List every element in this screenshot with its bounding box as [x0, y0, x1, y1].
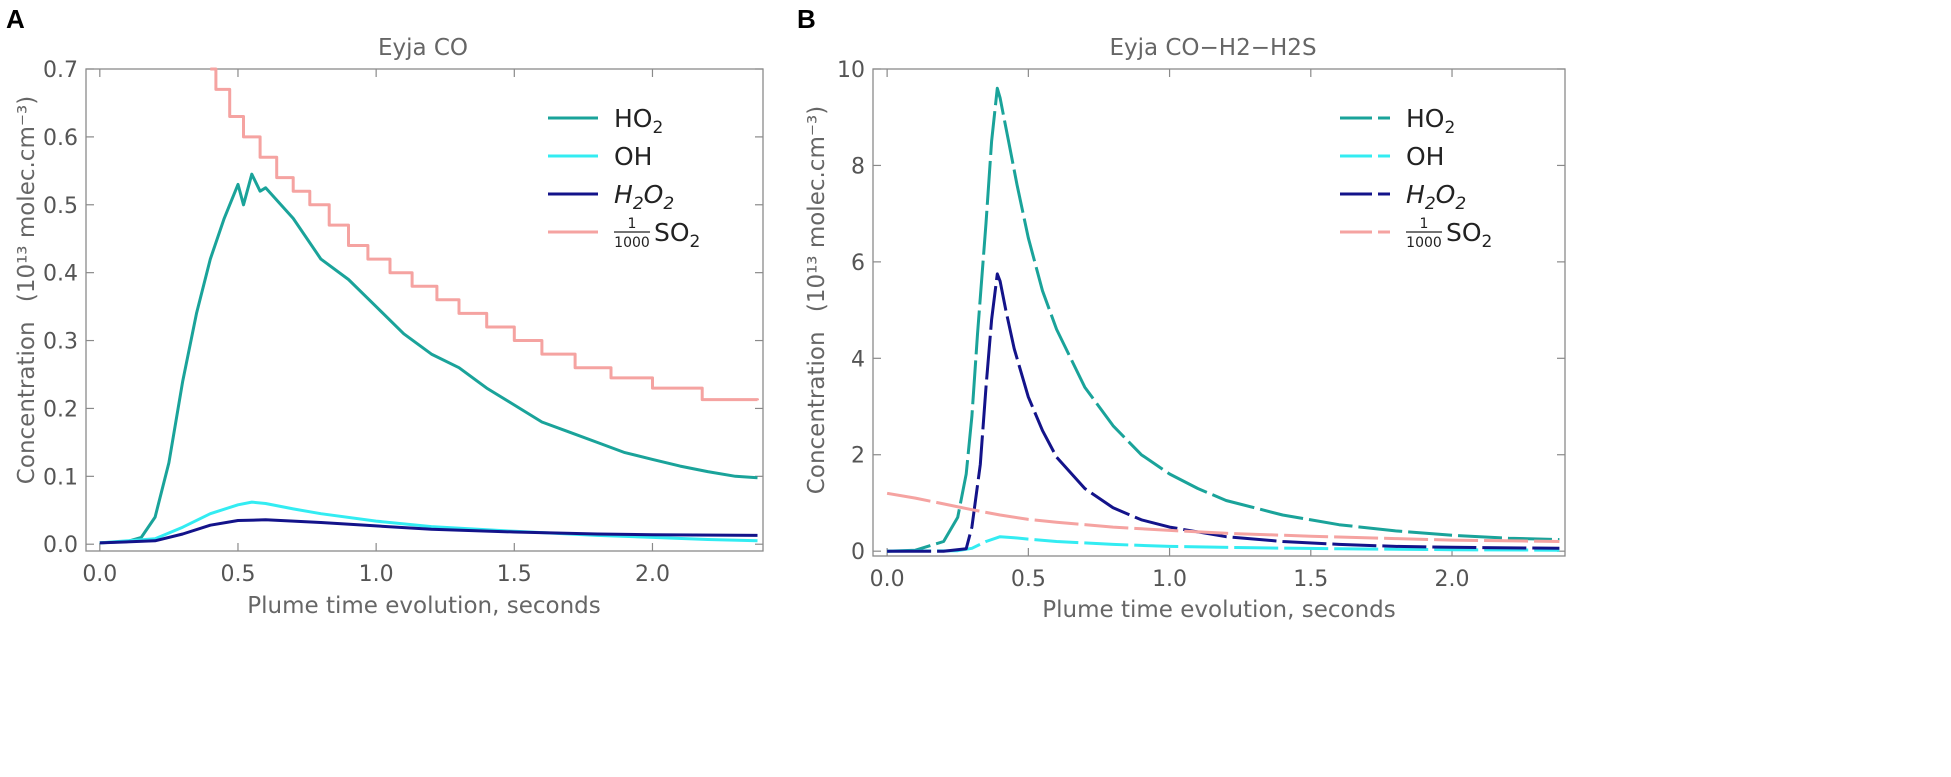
- panel-b-legend-label-sub: 2: [1425, 194, 1436, 214]
- panel-a-legend-label: SO2: [654, 218, 700, 252]
- panel-b-series-1: [887, 535, 1560, 553]
- panel-a-x-ticks: 0.0 0.5 1.0 1.5 2.0: [82, 69, 670, 587]
- panel-b-y-tick-label: 6: [851, 251, 865, 276]
- panel-b-legend-label-sub2: 2: [1455, 194, 1466, 214]
- panel-b-series-3: [886, 491, 1560, 543]
- panel-b-series-layer: [886, 86, 1560, 553]
- panel-a-y-tick-label: 0.2: [43, 397, 78, 422]
- panel-a-series-0: [99, 172, 758, 545]
- panel-a-y-ticks: 0.0 0.1 0.2 0.3 0.4 0.5 0.6 0.7: [43, 58, 763, 558]
- panel-b-x-tick-label: 1.0: [1152, 567, 1187, 592]
- panel-b: B Eyja CO−H2−H2S 0.0 0.5 1.0 1.5 2.0 0 2 4 6 8 10…: [797, 4, 1566, 623]
- panel-b-legend-label: SO2: [1446, 218, 1492, 252]
- panel-a-y-axis-label-prefix: Concentration: [14, 321, 40, 484]
- panel-b-letter: B: [797, 4, 816, 34]
- panel-a-plot-frame: [85, 68, 764, 552]
- panel-a-legend-label: OH: [614, 142, 652, 171]
- panel-a-series-layer: [99, 67, 759, 545]
- panel-b-legend-frac-den: 1000: [1406, 235, 1442, 251]
- panel-b-y-tick-label: 8: [851, 154, 865, 179]
- panel-b-legend-label-sub: 2: [1482, 232, 1493, 252]
- panel-a-legend-label-main2: O: [644, 180, 664, 209]
- panel-b-x-tick-label: 2.0: [1435, 567, 1470, 592]
- panel-b-y-tick-label: 2: [851, 444, 865, 469]
- panel-a-series-3: [210, 67, 759, 402]
- panel-a-legend-label-sub: 2: [652, 118, 663, 138]
- panel-a-x-tick-label: 0.5: [220, 562, 255, 587]
- panel-a-legend-label-main: OH: [614, 142, 652, 171]
- panel-a-series-1: [99, 500, 758, 545]
- panel-b-y-axis-label-units: (10¹³ molec.cm⁻³): [804, 106, 830, 312]
- panel-b-y-axis-label-prefix: Concentration: [804, 331, 830, 494]
- panel-a-x-tick-label: 1.0: [359, 562, 394, 587]
- panel-b-legend-label: HO2: [1406, 104, 1455, 138]
- panel-b-legend-label-sub: 2: [1444, 118, 1455, 138]
- panel-a-legend-label-sub: 2: [633, 194, 644, 214]
- panel-b-y-ticks: 0 2 4 6 8 10: [837, 58, 1565, 565]
- panel-b-plot-frame: [872, 68, 1566, 557]
- panel-b-x-tick-label: 0.0: [870, 567, 905, 592]
- panel-a-y-tick-label: 0.7: [43, 58, 78, 83]
- panel-a-x-tick-label: 1.5: [497, 562, 532, 587]
- panel-b-legend-label-main: H: [1406, 180, 1425, 209]
- panel-a-legend-label-main: SO: [654, 218, 690, 247]
- panel-b-x-ticks: 0.0 0.5 1.0 1.5 2.0: [870, 69, 1470, 592]
- panel-a-y-tick-label: 0.5: [43, 194, 78, 219]
- panel-b-legend-label-main: HO: [1406, 104, 1444, 133]
- panel-b-legend-label: H2O2: [1406, 180, 1466, 214]
- panel-a-y-tick-label: 0.3: [43, 330, 78, 355]
- panel-b-y-tick-label: 10: [837, 58, 865, 83]
- panel-a-x-axis-label: Plume time evolution, seconds: [247, 593, 600, 619]
- panel-b-series-2: [887, 272, 1560, 553]
- panel-b-legend-label-main2: O: [1436, 180, 1456, 209]
- panel-a-legend-frac-num: 1: [628, 216, 637, 232]
- panel-b-y-tick-label: 4: [851, 347, 865, 372]
- panel-a-letter: A: [6, 4, 25, 34]
- panel-a-legend-frac-den: 1000: [614, 235, 650, 251]
- panel-b-x-tick-label: 0.5: [1011, 567, 1046, 592]
- panel-a-y-tick-label: 0.0: [43, 533, 78, 558]
- panel-b-legend-label-main: SO: [1446, 218, 1482, 247]
- panel-a-x-tick-label: 0.0: [82, 562, 117, 587]
- panel-a-y-tick-label: 0.1: [43, 465, 78, 490]
- panel-a-legend-label-main: H: [614, 180, 633, 209]
- panel-a-legend-label-sub: 2: [690, 232, 701, 252]
- panel-b-y-tick-label: 0: [851, 540, 865, 565]
- panel-b-title: Eyja CO−H2−H2S: [1109, 35, 1316, 61]
- panel-b-x-axis-label: Plume time evolution, seconds: [1042, 597, 1395, 623]
- panel-a: A Eyja CO 0.0 0.5 1.0 1.5 2.0 0.00.10.20.30.…: [6, 4, 764, 619]
- panel-b-x-tick-label: 1.5: [1293, 567, 1328, 592]
- panel-a-y-axis-label: Concentration (10¹³ molec.cm⁻³): [14, 96, 40, 484]
- panel-a-series-2: [99, 518, 758, 545]
- panel-b-y-axis-label: Concentration (10¹³ molec.cm⁻³): [804, 106, 830, 494]
- panel-a-legend-label-main: HO: [614, 104, 652, 133]
- panel-b-series-0: [887, 86, 1560, 553]
- panel-a-y-axis-label-units: (10¹³ molec.cm⁻³): [14, 96, 40, 302]
- panel-b-legend-label: OH: [1406, 142, 1444, 171]
- panel-a-legend-label: H2O2: [614, 180, 674, 214]
- panel-a-x-tick-label: 2.0: [635, 562, 670, 587]
- panel-a-legend-label: HO2: [614, 104, 663, 138]
- panel-a-y-tick-label: 0.4: [43, 262, 78, 287]
- panel-b-legend-frac-num: 1: [1420, 216, 1429, 232]
- panel-a-title: Eyja CO: [378, 35, 468, 61]
- panel-a-y-tick-label: 0.6: [43, 126, 78, 151]
- panel-b-legend-label-main: OH: [1406, 142, 1444, 171]
- panel-a-legend-label-sub2: 2: [663, 194, 674, 214]
